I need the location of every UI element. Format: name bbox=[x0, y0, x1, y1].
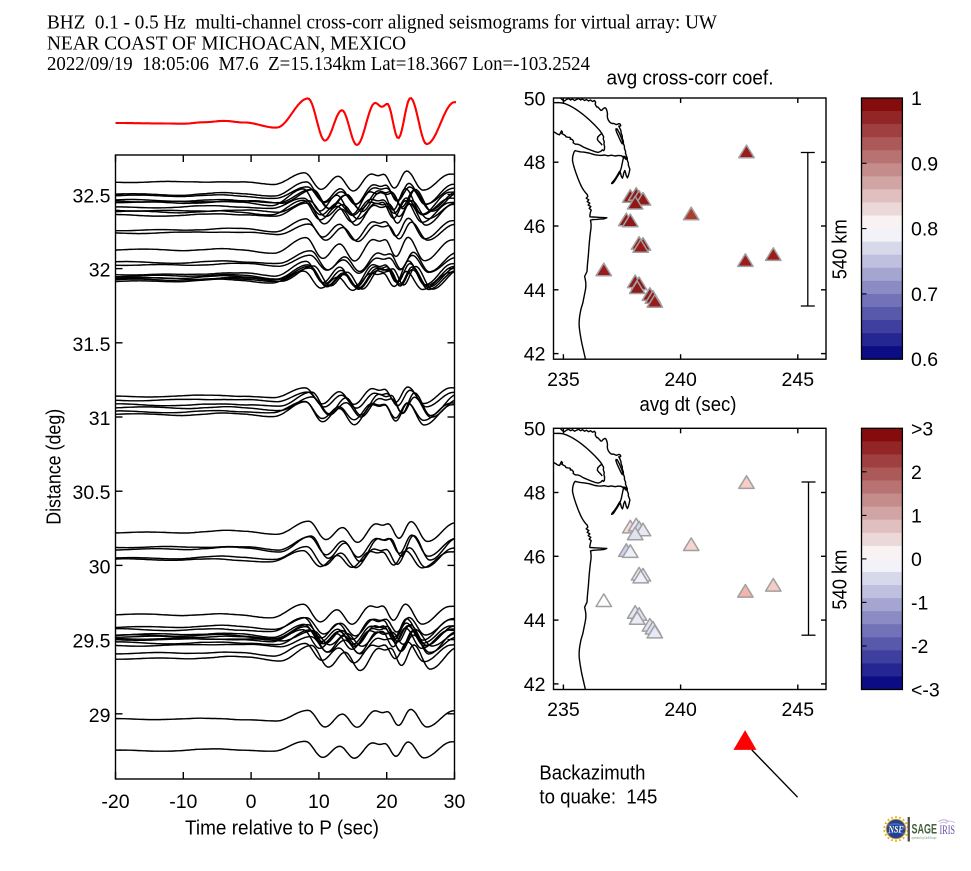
svg-text:30: 30 bbox=[444, 791, 466, 813]
svg-text:0: 0 bbox=[911, 549, 922, 571]
svg-text:245: 245 bbox=[782, 369, 815, 391]
svg-text:-1: -1 bbox=[911, 592, 928, 614]
svg-text:48: 48 bbox=[524, 152, 546, 174]
svg-text:20: 20 bbox=[376, 791, 398, 813]
svg-text:0.6: 0.6 bbox=[911, 349, 938, 371]
svg-text:0: 0 bbox=[246, 791, 257, 813]
svg-text:31.5: 31.5 bbox=[73, 334, 111, 356]
svg-text:NSF: NSF bbox=[888, 826, 904, 836]
svg-text:NEAR COAST OF MICHOACAN, MEXIC: NEAR COAST OF MICHOACAN, MEXICO bbox=[47, 33, 406, 54]
svg-text:235: 235 bbox=[547, 699, 580, 721]
svg-text:46: 46 bbox=[524, 216, 546, 238]
svg-text:SAGE: SAGE bbox=[912, 822, 938, 837]
svg-text:<-3: <-3 bbox=[911, 680, 940, 702]
svg-text:BHZ 0.1 - 0.5 Hz multi-chann: BHZ 0.1 - 0.5 Hz multi-channel cross-cor… bbox=[47, 13, 718, 34]
svg-text:avg dt (sec): avg dt (sec) bbox=[640, 393, 737, 416]
svg-text:1: 1 bbox=[911, 88, 922, 110]
svg-text:avg cross-corr coef.: avg cross-corr coef. bbox=[607, 66, 774, 89]
svg-text:235: 235 bbox=[547, 369, 580, 391]
svg-text:IRIS: IRIS bbox=[940, 823, 956, 837]
svg-text:245: 245 bbox=[782, 699, 815, 721]
svg-text:42: 42 bbox=[524, 344, 546, 366]
svg-text:0.8: 0.8 bbox=[911, 219, 938, 241]
svg-text:Backazimuth: Backazimuth bbox=[539, 762, 645, 785]
svg-text:30.5: 30.5 bbox=[73, 482, 111, 504]
svg-text:240: 240 bbox=[664, 369, 697, 391]
svg-text:0.9: 0.9 bbox=[911, 153, 938, 175]
svg-text:0.7: 0.7 bbox=[911, 284, 938, 306]
svg-text:46: 46 bbox=[524, 546, 546, 568]
svg-text:Distance (deg): Distance (deg) bbox=[43, 409, 66, 525]
svg-text:operated by EarthScope: operated by EarthScope bbox=[912, 836, 937, 840]
svg-text:1: 1 bbox=[911, 505, 922, 527]
svg-text:540 km: 540 km bbox=[829, 550, 852, 610]
svg-text:48: 48 bbox=[524, 483, 546, 505]
svg-text:44: 44 bbox=[524, 280, 546, 302]
svg-text:32: 32 bbox=[89, 260, 111, 282]
svg-text:30: 30 bbox=[89, 556, 111, 578]
svg-text:42: 42 bbox=[524, 674, 546, 696]
svg-text:50: 50 bbox=[524, 88, 546, 110]
svg-text:-20: -20 bbox=[101, 791, 129, 813]
svg-text:32.5: 32.5 bbox=[73, 185, 111, 207]
svg-text:10: 10 bbox=[308, 791, 330, 813]
svg-text:>3: >3 bbox=[911, 418, 933, 440]
svg-text:-10: -10 bbox=[169, 791, 197, 813]
svg-text:540 km: 540 km bbox=[829, 219, 852, 279]
svg-text:to quake: 145: to quake: 145 bbox=[539, 786, 657, 809]
svg-text:29: 29 bbox=[89, 705, 111, 727]
svg-text:29.5: 29.5 bbox=[73, 631, 111, 653]
svg-text:2: 2 bbox=[911, 462, 922, 484]
svg-text:44: 44 bbox=[524, 610, 546, 632]
svg-text:-2: -2 bbox=[911, 636, 928, 658]
svg-text:240: 240 bbox=[664, 699, 697, 721]
svg-text:Time relative to P (sec): Time relative to P (sec) bbox=[185, 817, 379, 840]
svg-text:31: 31 bbox=[89, 408, 111, 430]
svg-text:50: 50 bbox=[524, 419, 546, 441]
svg-text:2022/09/19 18:05:06 M7.6 Z=: 2022/09/19 18:05:06 M7.6 Z=15.134km Lat=… bbox=[47, 54, 590, 75]
